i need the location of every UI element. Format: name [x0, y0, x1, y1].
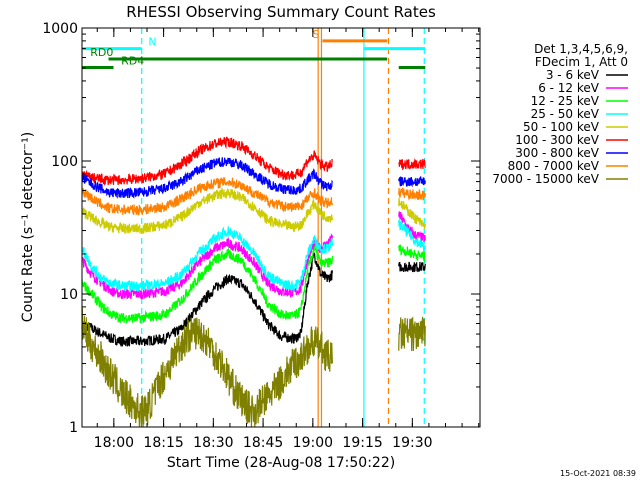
x-axis: 18:00 18:15 18:30 18:45 19:00 19:15 19:30	[94, 28, 480, 451]
y-tick-label: 1	[69, 420, 78, 436]
x-tick-label: 19:00	[293, 435, 333, 451]
legend-header-line-2: FDecim 1, Att 0	[535, 55, 628, 69]
x-tick-label: 19:30	[392, 435, 432, 451]
legend-label-800-7000-kev: 800 - 7000 keV	[508, 159, 600, 173]
chart-title: RHESSI Observing Summary Count Rates	[126, 3, 436, 21]
series-12-25-kev	[81, 244, 426, 324]
series-300-800-kev	[81, 157, 426, 199]
series-800-7000-kev	[81, 176, 426, 217]
annotation-layer: N S RD0 RD4	[82, 28, 426, 427]
legend-header-line-1: Det 1,3,4,5,6,9,	[534, 42, 628, 56]
x-tick-label: 18:30	[193, 435, 233, 451]
state-label-rd0: RD0	[90, 46, 113, 59]
x-tick-label: 19:15	[342, 435, 382, 451]
series-6-12-kev	[81, 211, 426, 300]
series-25-50-kev	[81, 218, 426, 294]
series-100-300-kev	[81, 136, 426, 187]
series-3-6-kev	[81, 251, 426, 347]
legend: Det 1,3,4,5,6,9, FDecim 1, Att 0 3 - 6 k…	[492, 42, 628, 186]
x-tick-label: 18:45	[243, 435, 283, 451]
state-label-rd4: RD4	[121, 54, 144, 67]
y-axis: 1 10 100 1000	[42, 21, 480, 436]
y-tick-label: 100	[51, 154, 78, 170]
legend-label-100-300-kev: 100 - 300 keV	[515, 133, 599, 147]
series-layer	[81, 136, 426, 428]
series-7000-15000-kev	[81, 307, 426, 428]
y-tick-label: 10	[60, 287, 78, 303]
plot-frame	[81, 27, 481, 428]
state-label-n: N	[148, 36, 156, 49]
y-axis-label: Count Rate (s⁻¹ detector⁻¹)	[20, 132, 36, 322]
series-50-100-kev	[81, 186, 426, 235]
x-tick-label: 18:15	[143, 435, 183, 451]
x-axis-label: Start Time (28-Aug-08 17:50:22)	[167, 455, 395, 471]
legend-label-50-100-kev: 50 - 100 keV	[523, 120, 600, 134]
state-label-s: S	[313, 28, 320, 41]
legend-label-7000-15000-kev: 7000 - 15000 keV	[492, 172, 599, 186]
y-tick-label: 1000	[42, 21, 78, 37]
legend-label-25-50-kev: 25 - 50 keV	[531, 107, 600, 121]
legend-label-3-6-kev: 3 - 6 keV	[546, 68, 600, 82]
legend-label-300-800-kev: 300 - 800 keV	[515, 146, 599, 160]
footer-date: 15-Oct-2021 08:39	[560, 469, 636, 478]
x-tick-label: 18:00	[94, 435, 134, 451]
legend-label-12-25-kev: 12 - 25 keV	[531, 94, 600, 108]
legend-label-6-12-kev: 6 - 12 keV	[538, 81, 600, 95]
